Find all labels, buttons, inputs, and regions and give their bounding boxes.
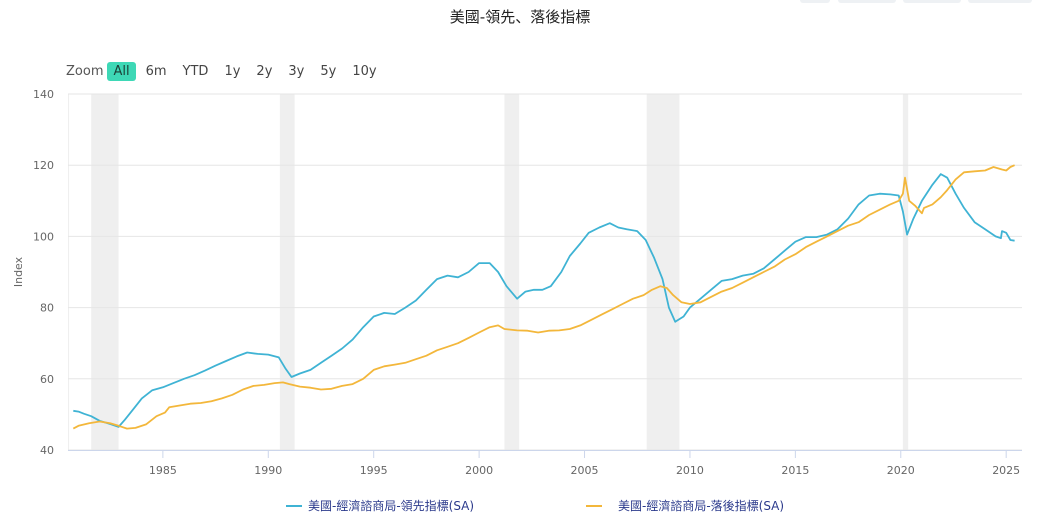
legend: 美國-經濟諮商局-領先指標(SA) 美國-經濟諮商局-落後指標(SA): [0, 497, 1040, 517]
legend-label-lagging: 美國-經濟諮商局-落後指標(SA): [618, 499, 785, 513]
y-tick-label: 120: [33, 159, 54, 172]
zoom-button-10y[interactable]: 10y: [352, 63, 377, 79]
legend-item-lagging[interactable]: 美國-經濟諮商局-落後指標(SA): [586, 497, 784, 514]
y-tick-label: 60: [40, 373, 54, 386]
series-line-lagging: [72, 164, 1015, 430]
x-tick-label: 2025: [992, 464, 1020, 477]
toolbar-button[interactable]: [838, 0, 896, 3]
recession-band: [279, 94, 295, 450]
recession-band: [504, 94, 520, 450]
chart-title: 美國-領先、落後指標: [449, 8, 591, 26]
zoom-button-2y[interactable]: 2y: [256, 63, 273, 79]
legend-label-leading: 美國-經濟諮商局-領先指標(SA): [308, 499, 475, 513]
toolbar-button[interactable]: [903, 0, 961, 3]
zoom-button-1y[interactable]: 1y: [224, 63, 241, 79]
recession-band: [68, 94, 70, 450]
y-tick-label: 140: [33, 88, 54, 101]
x-tick-label: 2020: [887, 464, 915, 477]
zoom-button-5y[interactable]: 5y: [320, 63, 337, 79]
zoom-button-6m[interactable]: 6m: [145, 63, 167, 79]
x-tick-label: 2010: [676, 464, 704, 477]
y-tick-label: 80: [40, 302, 54, 315]
y-axis-label: Index: [12, 256, 25, 287]
legend-item-leading[interactable]: 美國-經濟諮商局-領先指標(SA): [286, 497, 474, 514]
zoom-button-3y[interactable]: 3y: [288, 63, 305, 79]
toolbar-button[interactable]: [800, 0, 830, 3]
zoom-button-all[interactable]: All: [107, 61, 136, 81]
x-tick-label: 1990: [254, 464, 282, 477]
y-tick-label: 40: [40, 444, 54, 457]
recession-band: [902, 94, 909, 450]
toolbar-button[interactable]: [968, 0, 1032, 3]
y-tick-label: 100: [33, 230, 54, 243]
series-line-leading: [73, 173, 1015, 428]
x-tick-label: 2015: [781, 464, 809, 477]
x-tick-label: 2005: [571, 464, 599, 477]
x-tick-label: 2000: [465, 464, 493, 477]
legend-swatch-leading: [286, 504, 302, 507]
zoom-label: Zoom: [66, 63, 104, 79]
recession-band: [646, 94, 680, 450]
recession-band: [91, 94, 119, 450]
x-tick-label: 1995: [360, 464, 388, 477]
line-chart: 40 60 80 100 120 140 1985 1990 1995 2000 2005 2010…: [12, 88, 1022, 477]
zoom-bar: Zoom All 6m YTD 1y 2y 3y 5y 10y: [66, 60, 387, 82]
x-tick-label: 1985: [149, 464, 177, 477]
legend-swatch-lagging: [586, 504, 602, 507]
zoom-button-ytd[interactable]: YTD: [182, 63, 209, 79]
